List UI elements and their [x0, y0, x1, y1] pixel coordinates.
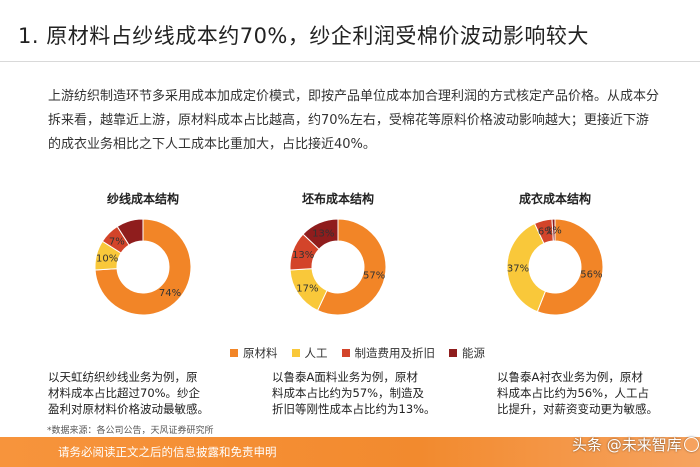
legend-swatch-manufacturing — [341, 349, 350, 357]
donut-garment: 56% 37% 6%1% — [506, 218, 604, 316]
disclaimer-text: 请务必阅读正文之后的信息披露和免责申明 — [58, 445, 277, 459]
watermark-text: 头条 @未来智库 — [572, 436, 682, 454]
note-greige: 以鲁泰A面料业务为例，原材 料成本占比约为57%，制造及 折旧等刚性成本占比约为… — [272, 369, 436, 417]
donut-greige: 57% 17% 13% 13% — [289, 218, 387, 316]
note-greige-line: 折旧等刚性成本占比约为13%。 — [272, 402, 436, 416]
slice-label-raw: 74% — [159, 288, 181, 299]
note-greige-line: 以鲁泰A面料业务为例，原材 — [272, 370, 418, 384]
legend-label-manufacturing: 制造费用及折旧 — [354, 346, 436, 360]
slice-label-energy: 13% — [312, 229, 334, 240]
note-yarn-line: 盈利对原材料价格波动最敏感。 — [48, 402, 209, 416]
slice-label-labor: 10% — [96, 253, 118, 264]
watermark-logo-icon — [683, 437, 699, 452]
data-source: *数据来源：各公司公告，天风证券研究所 — [47, 426, 214, 436]
slice-energy — [551, 218, 556, 242]
legend-label-energy: 能源 — [462, 346, 485, 360]
note-greige-line: 料成本占比约为57%，制造及 — [272, 386, 425, 400]
note-garment: 以鲁泰A衬衣业务为例，原材 料成本占比约为56%，人工占 比提升，对薪资变动更为… — [497, 369, 658, 417]
chart-title-garment: 成衣成本结构 — [518, 192, 591, 206]
note-garment-line: 以鲁泰A衬衣业务为例，原材 — [497, 370, 643, 384]
legend-item-energy: 能源 — [449, 345, 485, 361]
donut-yarn: 74% 10% 7% — [94, 218, 192, 316]
note-garment-line: 料成本占比约为56%，人工占 — [497, 386, 650, 400]
slice-label-manufacturing: 7% — [109, 236, 125, 247]
slice-label-manufacturing: 13% — [292, 250, 314, 261]
slice-label-raw: 57% — [363, 271, 385, 282]
chart-title-greige: 坯布成本结构 — [301, 192, 374, 206]
slice-label-manufacturing: 6% — [538, 227, 554, 238]
note-yarn-line: 材料成本占比超过70%。纱企 — [48, 386, 201, 400]
legend-item-manufacturing: 制造费用及折旧 — [341, 345, 436, 361]
title-divider — [0, 61, 700, 62]
note-yarn: 以天虹纺织纱线业务为例，原 材料成本占比超过70%。纱企 盈利对原材料价格波动最… — [48, 369, 209, 417]
legend-item-labor: 人工 — [291, 345, 328, 361]
legend-swatch-energy — [449, 349, 457, 357]
slice-label-labor: 17% — [296, 283, 318, 294]
slice-label-energy: 1% — [546, 226, 562, 237]
intro-paragraph: 上游纺织制造环节多采用成本加成定价模式，即按产品单位成本加合理利润的方式核定产品… — [48, 89, 660, 152]
legend-swatch-labor — [291, 349, 300, 357]
slice-labor — [506, 222, 547, 313]
footer-bar: 请务必阅读正文之后的信息披露和免责申明 — [0, 437, 700, 467]
legend-label-labor: 人工 — [304, 346, 328, 360]
legend-swatch-raw — [230, 349, 238, 357]
slice-raw — [316, 218, 387, 316]
slice-energy — [302, 218, 339, 250]
slice-raw — [94, 218, 192, 316]
slice-label-raw: 56% — [580, 269, 602, 280]
legend-item-raw: 原材料 — [230, 345, 278, 361]
slice-energy — [116, 218, 144, 246]
watermark: 头条 @未来智库 — [572, 434, 699, 455]
slice-label-labor: 37% — [507, 264, 529, 275]
note-garment-line: 比提升，对薪资变动更为敏感。 — [497, 402, 658, 416]
page-title: 1. 原材料占纱线成本约70%，纱企利润受棉价波动影响较大 — [18, 24, 589, 48]
legend: 原材料 人工 制造费用及折旧 能源 — [230, 345, 485, 361]
note-yarn-line: 以天虹纺织纱线业务为例，原 — [48, 370, 198, 384]
chart-title-yarn: 纱线成本结构 — [106, 192, 179, 206]
slice-raw — [536, 218, 604, 316]
legend-label-raw: 原材料 — [243, 346, 278, 360]
